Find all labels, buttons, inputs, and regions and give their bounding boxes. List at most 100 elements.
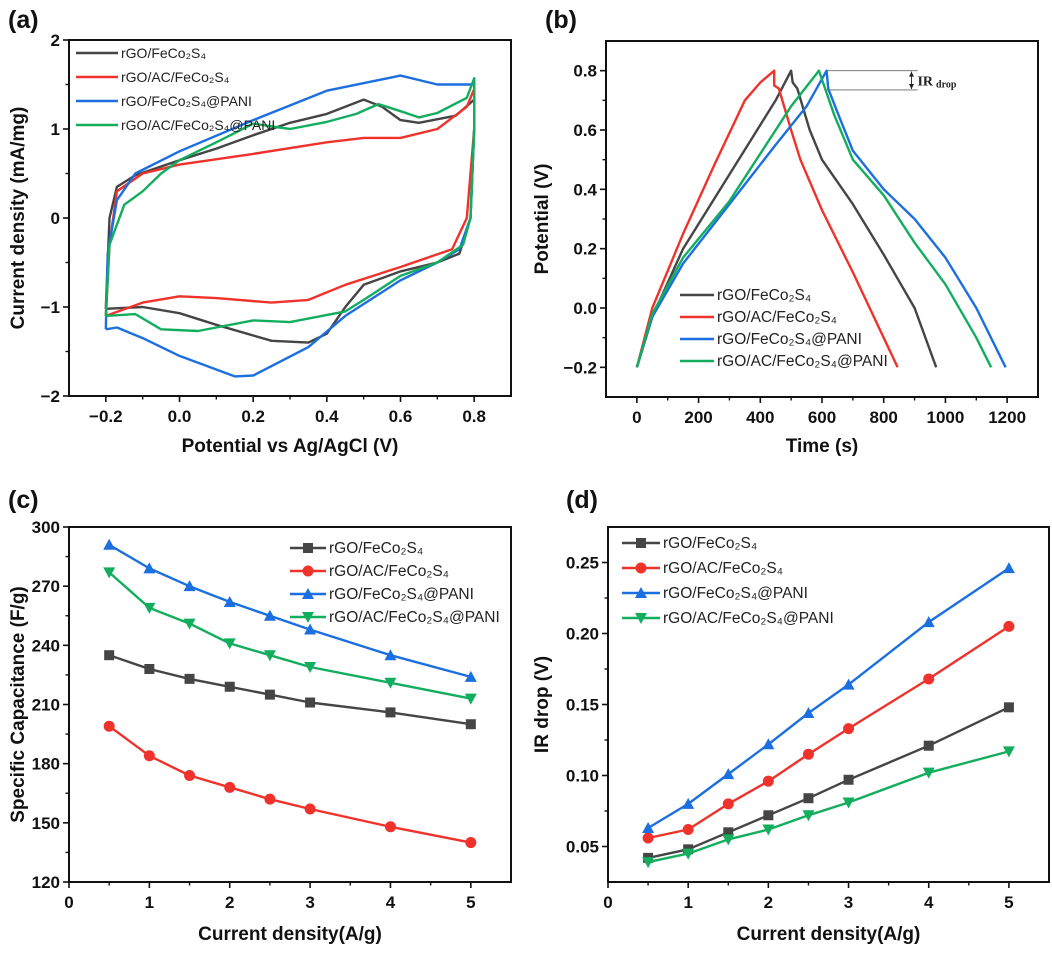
data-point-marker [922, 616, 935, 628]
y-tick-label: 2 [51, 31, 60, 50]
data-point-marker [263, 650, 276, 662]
series-line [647, 625, 1010, 840]
y-tick-label: 0.20 [566, 625, 599, 644]
data-point-marker [103, 720, 115, 732]
x-tick-label: 0.2 [241, 407, 265, 426]
y-tick-label: 0.25 [566, 554, 599, 573]
data-point-marker [223, 638, 236, 650]
data-point-marker [1002, 746, 1015, 758]
legend-label: rGO/FeCo₂S₄ [717, 287, 811, 304]
data-point-marker [183, 618, 196, 630]
legend: rGO/FeCo₂S₄ rGO/AC/FeCo₂S₄ rGO/FeCo₂S₄@PAN… [680, 287, 888, 370]
x-tick-label: 800 [870, 408, 898, 427]
y-tick-label: 150 [32, 814, 60, 833]
series-line [647, 750, 1010, 864]
data-point-marker [723, 827, 734, 838]
series-line [635, 69, 899, 368]
data-point-marker [103, 567, 116, 579]
series-line [108, 725, 472, 844]
legend-label: rGO/AC/FeCo₂S₄ [663, 560, 783, 577]
data-point-marker [1002, 562, 1015, 574]
legend-label: rGO/FeCo₂S₄@PANI [329, 586, 474, 603]
x-tick-label: 200 [684, 408, 712, 427]
data-point-marker [144, 664, 155, 674]
legend-label: rGO/FeCo₂S₄@PANI [717, 331, 862, 348]
x-tick-label: 1000 [927, 408, 965, 427]
data-point-marker [682, 797, 695, 809]
ir-drop-arrowhead [908, 71, 914, 77]
data-point-marker [682, 848, 695, 860]
x-tick-label: 3 [305, 893, 314, 912]
panel-label: (a) [8, 6, 39, 34]
data-point-marker [184, 770, 196, 781]
x-tick-label: 5 [1004, 893, 1013, 912]
x-tick-label: 0.4 [315, 407, 339, 426]
legend: rGO/FeCo₂S₄ rGO/AC/FeCo₂S₄ rGO/FeCo₂S₄@PAN… [622, 535, 834, 627]
x-tick-label: 2 [225, 893, 234, 912]
ir-drop-arrowhead [908, 83, 914, 89]
data-point-marker [384, 677, 397, 689]
data-point-marker [263, 609, 276, 621]
data-point-marker [802, 707, 815, 719]
data-point-marker [1003, 620, 1015, 632]
series-line [104, 98, 476, 344]
legend-label: rGO/FeCo₂S₄ [121, 45, 206, 61]
legend: rGO/FeCo₂S₄ rGO/AC/FeCo₂S₄ rGO/FeCo₂S₄@PAN… [290, 540, 500, 626]
data-point-marker [464, 670, 477, 682]
data-point-marker [384, 821, 396, 833]
data-point-marker [642, 857, 655, 869]
y-axis-title: Potential (V) [532, 164, 553, 275]
data-point-marker [143, 602, 156, 614]
series-line [108, 571, 472, 700]
x-axis-title: Time (s) [786, 436, 859, 457]
x-tick-label: 2 [764, 893, 773, 912]
data-point-marker [923, 673, 935, 685]
legend-label: rGO/FeCo₂S₄@PANI [663, 585, 808, 602]
data-point-marker [803, 793, 814, 804]
x-tick-label: 1 [145, 893, 154, 912]
data-point-marker [464, 693, 477, 705]
x-axis-title: Potential vs Ag/AgCl (V) [182, 436, 399, 457]
y-tick-label: 0.15 [566, 696, 599, 715]
x-tick-label: 1200 [988, 408, 1026, 427]
x-tick-label: 3 [844, 893, 853, 912]
series-line [108, 654, 471, 726]
legend-label: rGO/AC/FeCo₂S₄ [121, 69, 230, 85]
legend-marker [302, 588, 314, 599]
data-point-marker [802, 748, 814, 760]
y-tick-label: 0.0 [573, 299, 597, 318]
data-point-marker [682, 823, 694, 835]
series-line [108, 543, 472, 679]
data-point-marker [385, 707, 396, 718]
y-tick-label: 1 [51, 120, 60, 139]
x-tick-label: 0 [64, 893, 73, 912]
data-point-marker [304, 623, 317, 635]
y-tick-label: 120 [32, 873, 60, 892]
legend-marker [302, 565, 314, 577]
data-point-marker [922, 767, 935, 779]
data-point-marker [223, 595, 236, 607]
data-point-marker [184, 673, 195, 684]
series-line [635, 69, 938, 368]
data-point-marker [722, 798, 734, 810]
data-point-marker [384, 649, 397, 661]
data-point-marker [762, 775, 774, 787]
y-tick-label: 210 [32, 696, 60, 715]
data-point-marker [143, 750, 155, 762]
data-point-marker [842, 678, 855, 690]
x-tick-label: 0 [632, 408, 641, 427]
series-line [647, 706, 1010, 860]
y-tick-label: 0.10 [566, 767, 599, 786]
data-point-marker [305, 697, 316, 708]
data-point-marker [722, 768, 735, 780]
data-point-marker [842, 797, 855, 809]
legend-label: rGO/AC/FeCo₂S₄@PANI [717, 353, 888, 370]
y-tick-label: 0.6 [573, 121, 597, 140]
x-tick-label: 5 [466, 893, 475, 912]
legend-marker [303, 543, 313, 553]
ir-drop-subscript: drop [936, 79, 957, 90]
x-tick-label: 600 [808, 408, 836, 427]
data-point-marker [763, 810, 774, 821]
x-tick-label: 4 [924, 893, 934, 912]
data-point-marker [642, 832, 654, 844]
